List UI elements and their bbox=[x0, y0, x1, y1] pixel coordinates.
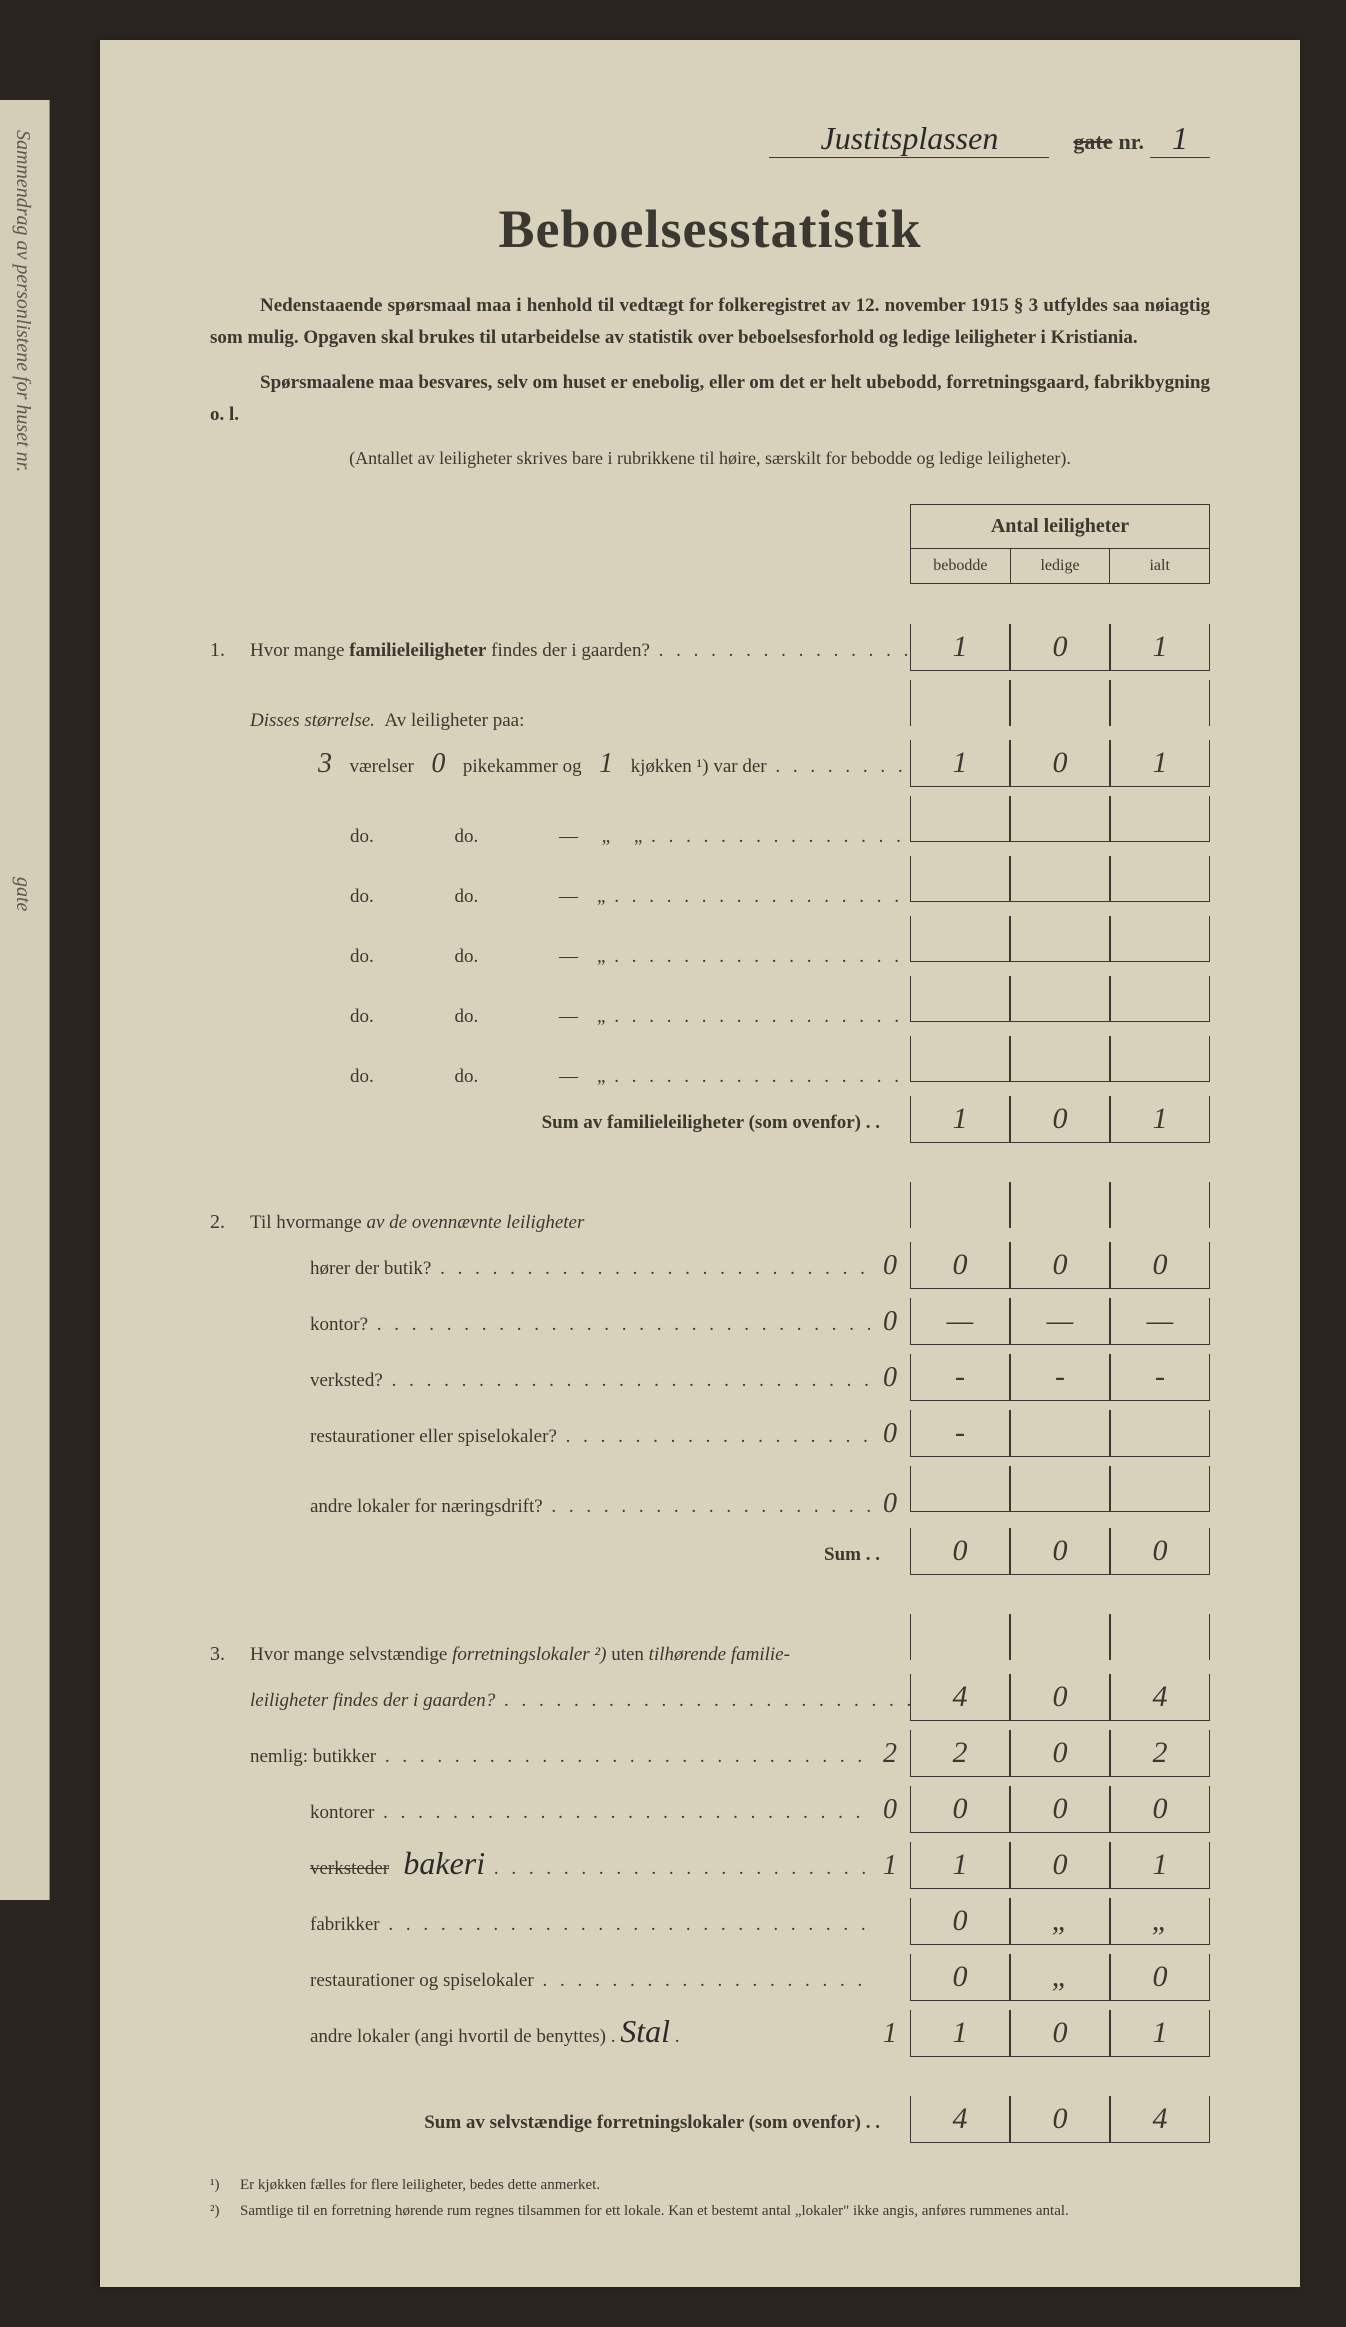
nr-label: nr. bbox=[1119, 129, 1144, 154]
q3-sub-row: nemlig: butikker 2 2 0 2 bbox=[210, 1730, 1210, 1778]
col-ledige: ledige bbox=[1011, 549, 1111, 583]
q2-sub-row: hører der butik? 0 0 0 0 bbox=[210, 1242, 1210, 1290]
q1-cells: 1 0 1 bbox=[910, 624, 1210, 671]
col-bebodde: bebodde bbox=[911, 549, 1011, 583]
side-tab-line2: gate bbox=[12, 877, 34, 911]
q1-do-row: do. do. — „ bbox=[210, 1036, 1210, 1088]
intro-p1: Nedenstaaende spørsmaal maa i henhold ti… bbox=[210, 290, 1210, 355]
nr-field: 1 bbox=[1150, 120, 1210, 158]
q1-do-row: do. do. — „ bbox=[210, 916, 1210, 968]
q3-sub-row: restaurationer og spiselokaler 0 „ 0 bbox=[210, 1954, 1210, 2002]
q3-sub-row: kontorer 0 0 0 0 bbox=[210, 1786, 1210, 1834]
q3-row-cont: leiligheter findes der i gaarden? 4 0 4 bbox=[210, 1674, 1210, 1722]
q1-text: Hvor mange familieleiligheter findes der… bbox=[250, 640, 910, 662]
q1-sub: Disses størrelse. Av leiligheter paa: bbox=[210, 680, 1210, 732]
q2-sub-row: verksted? 0 - - - bbox=[210, 1354, 1210, 1402]
street-field: Justitsplassen bbox=[769, 120, 1049, 158]
intro-p2: Spørsmaalene maa besvares, selv om huset… bbox=[210, 367, 1210, 432]
q2-sub-row: restaurationer eller spiselokaler? 0 - bbox=[210, 1410, 1210, 1458]
q1-do-row: do. do. — „ bbox=[210, 976, 1210, 1028]
fn2-num: ²) bbox=[210, 2200, 240, 2223]
q1-sub-text: Disses størrelse. Av leiligheter paa: bbox=[250, 710, 910, 732]
document-page: Justitsplassen gate nr. 1 Beboelsesstati… bbox=[100, 40, 1300, 2287]
q2-row: 2. Til hvormange av de ovennævnte leilig… bbox=[210, 1182, 1210, 1234]
q3-sum: Sum av selvstændige forretningslokaler (… bbox=[210, 2096, 1210, 2144]
fn1-text: Er kjøkken fælles for flere leiligheter,… bbox=[240, 2174, 600, 2197]
q3-sub-row: verksteder bakeri 1 1 0 1 bbox=[210, 1842, 1210, 1890]
q1-do-row: do. do. — „ bbox=[210, 856, 1210, 908]
table-header: Antal leiligheter bebodde ledige ialt bbox=[910, 504, 1210, 584]
fn1-num: ¹) bbox=[210, 2174, 240, 2197]
q3-row: 3. Hvor mange selvstændige forretningslo… bbox=[210, 1614, 1210, 1666]
footnotes: ¹) Er kjøkken fælles for flere leilighet… bbox=[210, 2174, 1210, 2223]
table-header-title: Antal leiligheter bbox=[910, 504, 1210, 548]
q1-num: 1. bbox=[210, 639, 250, 662]
header-line: Justitsplassen gate nr. 1 bbox=[210, 120, 1210, 158]
form-area: Antal leiligheter bebodde ledige ialt 1.… bbox=[210, 504, 1210, 2144]
questions: 1. Hvor mange familieleiligheter findes … bbox=[210, 504, 1210, 2144]
side-tab: Sammendrag av personlistene for huset nr… bbox=[0, 100, 50, 1900]
col-ialt: ialt bbox=[1110, 549, 1209, 583]
page-title: Beboelsesstatistik bbox=[210, 198, 1210, 260]
q2-sum: Sum . . 0 0 0 bbox=[210, 1528, 1210, 1576]
q3-sub-row: andre lokaler (angi hvortil de benyttes)… bbox=[210, 2010, 1210, 2058]
q3-sub-row: fabrikker 0 „ „ bbox=[210, 1898, 1210, 1946]
q1-size-row1: 3 værelser 0 pikekammer og 1 kjøkken ¹) … bbox=[210, 740, 1210, 788]
side-tab-line1: Sammendrag av personlistene for huset nr… bbox=[12, 130, 34, 472]
table-subhead: bebodde ledige ialt bbox=[910, 548, 1210, 584]
q1-row: 1. Hvor mange familieleiligheter findes … bbox=[210, 624, 1210, 672]
q1-do-row: do. do. — „ „ bbox=[210, 796, 1210, 848]
q1-sum: Sum av familieleiligheter (som ovenfor) … bbox=[210, 1096, 1210, 1144]
q2-sub-row: andre lokaler for næringsdrift? 0 bbox=[210, 1466, 1210, 1520]
fn2-text: Samtlige til en forretning hørende rum r… bbox=[240, 2200, 1069, 2223]
q2-sub-row: kontor? 0 — — — bbox=[210, 1298, 1210, 1346]
intro-p3: (Antallet av leiligheter skrives bare i … bbox=[210, 443, 1210, 474]
gate-label: gate bbox=[1073, 129, 1112, 154]
